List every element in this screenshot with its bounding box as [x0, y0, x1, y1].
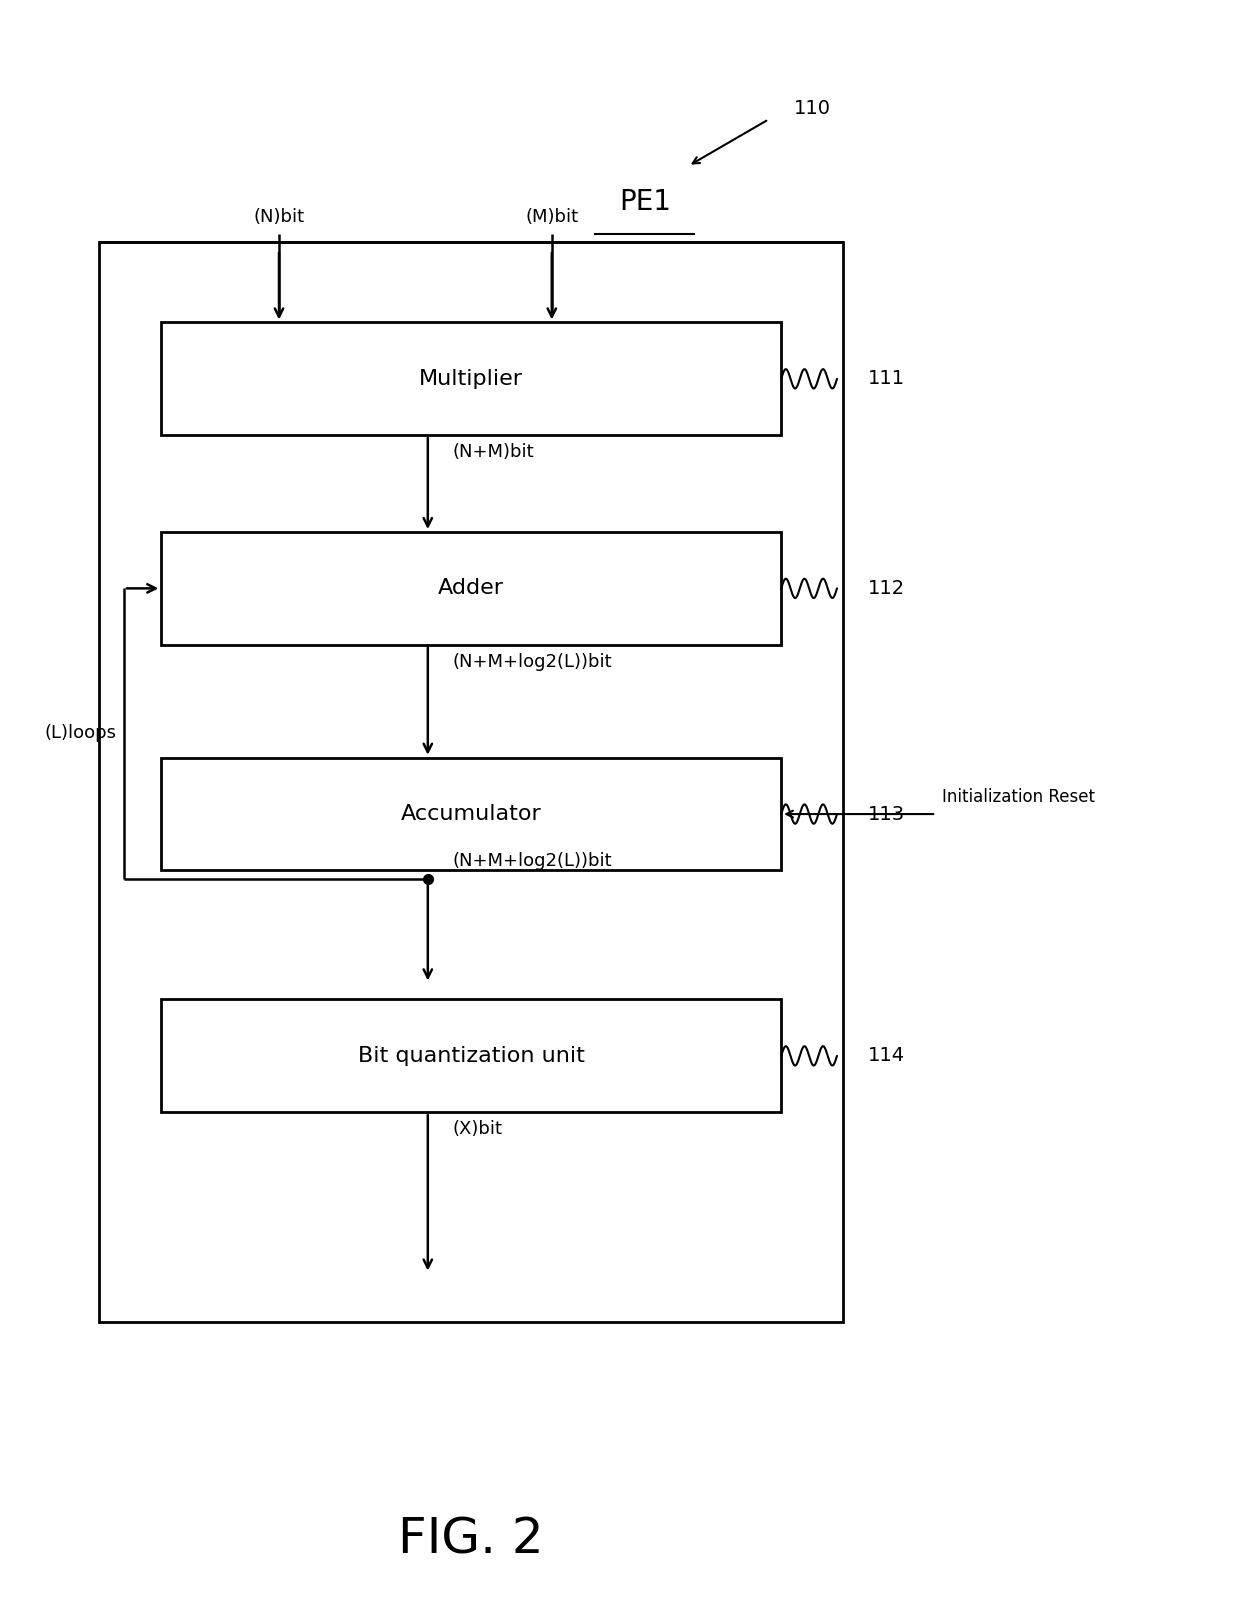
Bar: [161, 999, 781, 1112]
Bar: [99, 242, 843, 1322]
Text: (X)bit: (X)bit: [453, 1120, 502, 1138]
Text: PE1: PE1: [619, 187, 671, 216]
Text: (N+M+log2(L))bit: (N+M+log2(L))bit: [453, 653, 613, 671]
Text: Initialization Reset: Initialization Reset: [942, 788, 1095, 806]
Text: Adder: Adder: [438, 579, 505, 598]
Text: Multiplier: Multiplier: [419, 369, 523, 388]
Text: Bit quantization unit: Bit quantization unit: [358, 1046, 584, 1066]
Text: FIG. 2: FIG. 2: [398, 1515, 544, 1564]
Bar: [161, 758, 781, 870]
Bar: [161, 532, 781, 645]
Text: 111: 111: [868, 369, 905, 388]
Text: 112: 112: [868, 579, 905, 598]
Text: Accumulator: Accumulator: [401, 804, 542, 824]
Text: 110: 110: [794, 98, 831, 118]
Text: (N)bit: (N)bit: [253, 208, 305, 226]
Text: (M)bit: (M)bit: [526, 208, 578, 226]
Text: (L)loops: (L)loops: [45, 724, 117, 743]
Text: (N+M+log2(L))bit: (N+M+log2(L))bit: [453, 853, 613, 870]
Text: (N+M)bit: (N+M)bit: [453, 443, 534, 461]
Text: 114: 114: [868, 1046, 905, 1066]
Bar: [161, 322, 781, 435]
Text: 113: 113: [868, 804, 905, 824]
